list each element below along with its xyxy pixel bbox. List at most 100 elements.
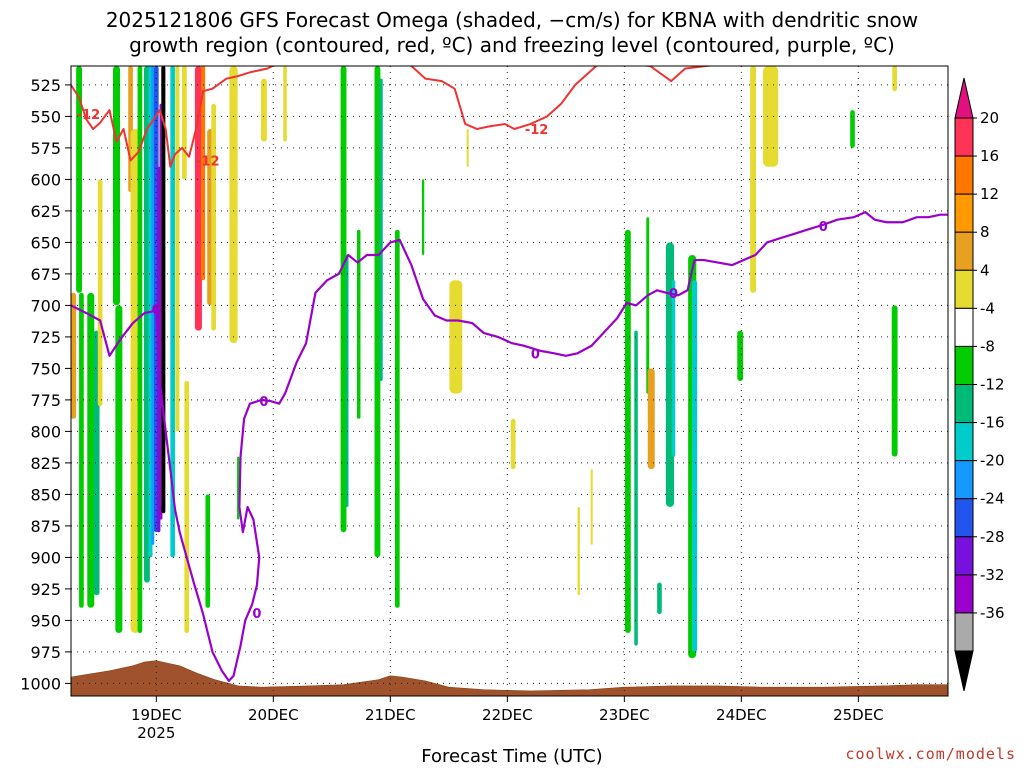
colorbar-swatch bbox=[954, 345, 974, 385]
y-tick-label: 800 bbox=[30, 422, 61, 441]
contour-label: 0 bbox=[252, 607, 261, 622]
y-tick-label: 600 bbox=[30, 170, 61, 189]
omega-shade-region bbox=[634, 330, 638, 646]
x-tick-label: 23DEC bbox=[599, 706, 650, 724]
omega-shade-region bbox=[671, 280, 676, 457]
omega-shade-region bbox=[71, 292, 77, 419]
colorbar-label: 4 bbox=[980, 261, 990, 279]
chart-title-line-1: 2025121806 GFS Forecast Omega (shaded, −… bbox=[105, 8, 919, 32]
omega-shade-region bbox=[691, 280, 698, 652]
y-tick-label: 775 bbox=[30, 391, 61, 410]
omega-shade-region bbox=[737, 330, 744, 381]
colorbar-label: 12 bbox=[980, 185, 999, 203]
colorbar-label: -16 bbox=[980, 414, 1005, 432]
colorbar-swatch bbox=[954, 536, 974, 576]
omega-shade-region bbox=[421, 179, 425, 255]
y-tick-label: 725 bbox=[30, 328, 61, 347]
colorbar-swatch bbox=[954, 269, 974, 309]
y-tick-label: 900 bbox=[30, 548, 61, 567]
omega-shade-region bbox=[79, 292, 84, 608]
colorbar-label: -32 bbox=[980, 566, 1005, 584]
omega-shade-region bbox=[184, 381, 190, 633]
y-tick-label: 625 bbox=[30, 202, 61, 221]
omega-shade-region bbox=[892, 66, 897, 92]
omega-shade-region bbox=[170, 66, 176, 558]
colorbar-swatch bbox=[954, 460, 974, 500]
omega-shade-region bbox=[261, 78, 267, 142]
contour-label: -12 bbox=[525, 123, 549, 138]
colorbar-swatch bbox=[954, 193, 974, 233]
colorbar-swatch bbox=[954, 422, 974, 462]
y-axis: 525 550 575 600 625 650 675 700 725 750 775 800 825 8… bbox=[20, 76, 71, 693]
y-tick-label: 1000 bbox=[20, 674, 61, 693]
colorbar-swatch bbox=[954, 155, 974, 195]
omega-shade-region bbox=[151, 66, 155, 545]
y-tick-label: 675 bbox=[30, 265, 61, 284]
omega-shade-region bbox=[211, 103, 216, 331]
y-tick-label: 950 bbox=[30, 611, 61, 630]
contour-label: 0 bbox=[531, 347, 540, 362]
terrain-layer bbox=[71, 660, 948, 696]
plot-frame bbox=[70, 65, 949, 697]
y-tick-label: 875 bbox=[30, 517, 61, 536]
omega-shade-region bbox=[194, 66, 202, 331]
omega-shade-region bbox=[850, 110, 855, 148]
omega-shade-region bbox=[750, 66, 756, 293]
chart-title-line-2: growth region (contoured, red, ºC) and f… bbox=[129, 33, 895, 57]
omega-shade-region bbox=[374, 66, 381, 558]
x-tick-label: 19DEC bbox=[131, 706, 182, 724]
x-tick-label: 22DEC bbox=[482, 706, 533, 724]
omega-shading-layer bbox=[71, 66, 898, 659]
omega-shade-region bbox=[356, 229, 361, 419]
y-tick-label: 650 bbox=[30, 233, 61, 252]
contour-label: -12 bbox=[196, 155, 220, 170]
omega-shade-region bbox=[647, 368, 655, 470]
colorbar-swatch bbox=[954, 231, 974, 271]
colorbar-label: -28 bbox=[980, 528, 1005, 546]
contour-layer bbox=[71, 66, 948, 682]
omega-shade-region bbox=[175, 66, 180, 432]
colorbar-bottom-arrow bbox=[954, 650, 974, 692]
omega-shade-region bbox=[76, 66, 82, 293]
omega-shade-region bbox=[577, 507, 580, 596]
colorbar-label: 8 bbox=[980, 223, 990, 241]
omega-shade-region bbox=[657, 582, 662, 615]
x-tick-label: 20DEC bbox=[248, 706, 299, 724]
x-tick-year-label: 2025 bbox=[137, 724, 175, 742]
colorbar-swatch bbox=[954, 574, 974, 614]
contour-label: 0 bbox=[819, 220, 828, 235]
omega-shade-region bbox=[137, 66, 143, 633]
omega-shade-region bbox=[229, 66, 238, 344]
colorbar-label: -36 bbox=[980, 604, 1005, 622]
terrain-surface bbox=[71, 660, 948, 696]
y-tick-label: 925 bbox=[30, 580, 61, 599]
colorbar-swatch bbox=[954, 384, 974, 424]
omega-shade-region bbox=[87, 292, 95, 608]
x-tick-label: 25DEC bbox=[833, 706, 884, 724]
omega-shade-region bbox=[590, 469, 593, 545]
y-tick-label: 975 bbox=[30, 643, 61, 662]
colorbar-label: -8 bbox=[980, 337, 995, 355]
colorbar-label: 20 bbox=[980, 109, 999, 127]
colorbar-label: -20 bbox=[980, 452, 1005, 470]
colorbar-top-arrow bbox=[954, 77, 974, 119]
colorbar-label: 16 bbox=[980, 147, 999, 165]
contour-label: 0 bbox=[669, 287, 678, 302]
colorbar-label: -12 bbox=[980, 376, 1005, 394]
y-tick-label: 525 bbox=[30, 76, 61, 95]
omega-shade-region bbox=[97, 179, 103, 407]
colorbar-swatch bbox=[954, 117, 974, 157]
x-tick-label: 21DEC bbox=[365, 706, 416, 724]
omega-shade-region bbox=[205, 494, 211, 608]
omega-shade-region bbox=[201, 66, 206, 281]
contour-label-layer: -12 -12 -12 0 0 0 0 0 0 bbox=[77, 108, 828, 622]
omega-shade-region bbox=[283, 66, 287, 142]
omega-shade-region bbox=[624, 229, 631, 634]
omega-shade-region bbox=[891, 305, 898, 457]
omega-shade-region bbox=[182, 66, 187, 180]
omega-shade-region bbox=[161, 66, 166, 514]
omega-shade-region bbox=[113, 66, 121, 306]
contour-label: -12 bbox=[77, 108, 101, 123]
